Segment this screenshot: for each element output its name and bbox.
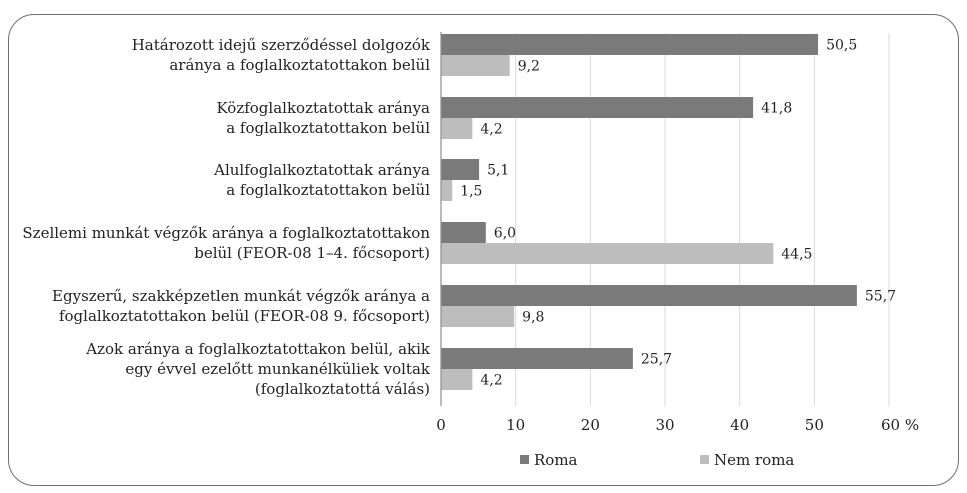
data-label-roma-5: 25,7 — [641, 352, 672, 368]
bar-roma-4 — [441, 285, 857, 306]
x-tick-label-50: 50 — [805, 416, 824, 434]
category-label-1-line-1: a foglalkoztatottakon belül — [226, 119, 430, 137]
x-tick-label-0: 0 — [436, 416, 446, 434]
legend-nem-roma-swatch — [700, 455, 709, 464]
data-label-nem-roma-0: 9,2 — [518, 59, 540, 75]
category-label-3-line-0: Szellemi munkát végzők aránya a foglalko… — [22, 224, 430, 242]
category-label-2-line-0: Alulfoglalkoztatottak aránya — [213, 161, 430, 179]
data-label-roma-3: 6,0 — [494, 226, 516, 242]
bar-roma-3 — [441, 222, 486, 243]
legend-roma-swatch — [520, 455, 529, 464]
category-label-1-line-0: Közfoglalkoztatottak aránya — [216, 99, 430, 117]
bar-nem-roma-0 — [441, 55, 510, 76]
bar-nem-roma-3 — [441, 243, 774, 264]
bar-nem-roma-1 — [441, 118, 473, 139]
category-label-4-line-0: Egyszerű, szakképzetlen munkát végzők ar… — [52, 287, 430, 305]
bar-roma-2 — [441, 159, 480, 180]
data-label-roma-0: 50,5 — [826, 38, 857, 54]
bar-nem-roma-2 — [441, 180, 453, 201]
data-label-roma-1: 41,8 — [761, 101, 792, 117]
category-label-3-line-1: belül (FEOR-08 1–4. főcsoport) — [194, 244, 430, 262]
category-label-2-line-1: a foglalkoztatottakon belül — [226, 181, 430, 199]
data-label-nem-roma-5: 4,2 — [480, 373, 502, 389]
data-label-nem-roma-2: 1,5 — [460, 184, 482, 200]
bar-roma-0 — [441, 34, 819, 55]
x-tick-label-40: 40 — [730, 416, 749, 434]
category-label-4-line-1: foglalkoztatottakon belül (FEOR-08 9. fő… — [59, 307, 430, 325]
legend-nem-roma-label: Nem roma — [714, 451, 794, 469]
data-label-nem-roma-3: 44,5 — [781, 247, 812, 263]
bar-nem-roma-5 — [441, 369, 473, 390]
data-label-roma-4: 55,7 — [865, 289, 896, 305]
legend-roma-label: Roma — [534, 451, 578, 469]
x-tick-label-10: 10 — [506, 416, 525, 434]
bar-nem-roma-4 — [441, 306, 515, 327]
category-label-5-line-0: Azok aránya a foglalkoztatottakon belül,… — [85, 340, 431, 358]
data-label-nem-roma-4: 9,8 — [522, 310, 544, 326]
bar-roma-5 — [441, 348, 633, 369]
x-tick-label-60: 60 % — [881, 416, 919, 434]
data-label-nem-roma-1: 4,2 — [480, 122, 502, 138]
x-tick-label-30: 30 — [655, 416, 674, 434]
category-label-0-line-0: Határozott idejű szerződéssel dolgozók — [132, 36, 431, 54]
bar-roma-1 — [441, 97, 754, 118]
category-label-0-line-1: aránya a foglalkoztatottakon belül — [169, 56, 430, 74]
data-label-roma-2: 5,1 — [487, 163, 509, 179]
category-label-5-line-2: (foglalkoztatottá válás) — [255, 380, 430, 398]
category-label-5-line-1: egy évvel ezelőtt munkanélküliek voltak — [125, 360, 431, 378]
x-tick-label-20: 20 — [581, 416, 600, 434]
